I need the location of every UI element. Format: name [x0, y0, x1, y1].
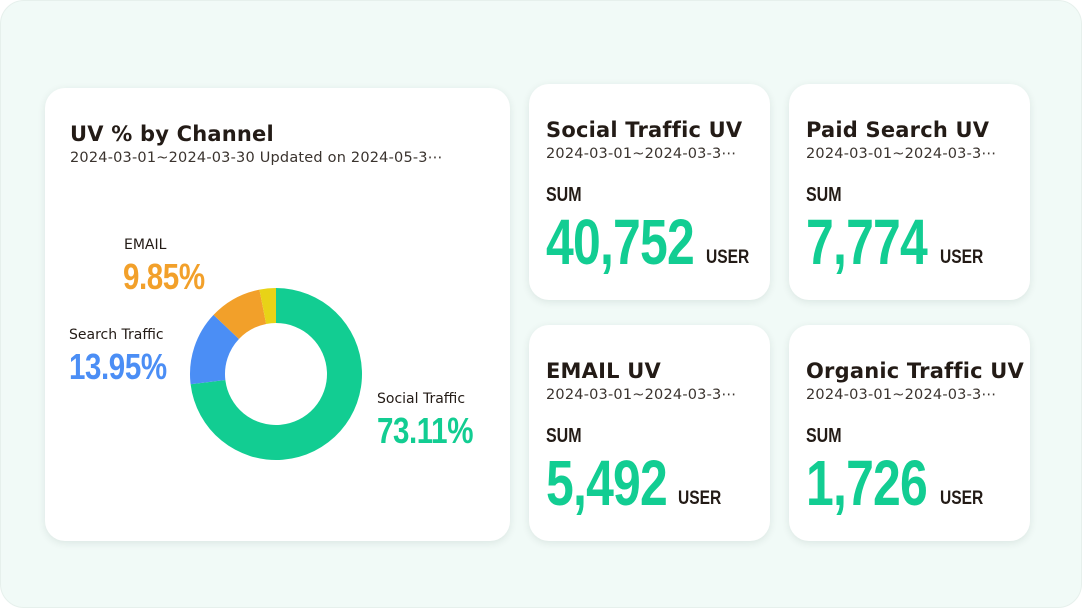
slice-label-social-traffic: 73.11% [377, 410, 474, 451]
kpi-subtitle: 2024-03-01~2024-03-3⋯ [806, 146, 997, 162]
card-subtitle: 2024-03-01~2024-03-30 Updated on 2024-05… [70, 150, 443, 166]
legend-name-email: EMAIL [124, 237, 167, 253]
donut-slice-email[interactable] [213, 289, 267, 339]
kpi-agg-label: SUM [806, 184, 842, 206]
card-title: UV % by Channel [70, 122, 274, 146]
kpi-title: Organic Traffic UV [806, 359, 1024, 383]
kpi-card-paid-search: Paid Search UV 2024-03-01~2024-03-3⋯ SUM… [789, 84, 1030, 300]
donut-slice-organic-traffic[interactable] [259, 288, 276, 324]
kpi-agg-label: SUM [546, 184, 582, 206]
kpi-unit: USER [706, 247, 750, 268]
kpi-title: Social Traffic UV [546, 118, 743, 142]
kpi-agg-label: SUM [546, 425, 582, 447]
kpi-card-social-traffic: Social Traffic UV 2024-03-01~2024-03-3⋯ … [529, 84, 770, 300]
kpi-unit: USER [940, 247, 984, 268]
kpi-title: EMAIL UV [546, 359, 661, 383]
kpi-unit: USER [678, 488, 722, 509]
kpi-subtitle: 2024-03-01~2024-03-3⋯ [806, 387, 997, 403]
donut-chart [190, 288, 362, 460]
slice-label-email: 9.85% [123, 256, 205, 297]
kpi-card-email: EMAIL UV 2024-03-01~2024-03-3⋯ SUM 5,492… [529, 325, 770, 541]
kpi-agg-label: SUM [806, 425, 842, 447]
uv-by-channel-card: UV % by Channel 2024-03-01~2024-03-30 Up… [45, 88, 510, 541]
kpi-subtitle: 2024-03-01~2024-03-3⋯ [546, 387, 737, 403]
kpi-value: 1,726 [806, 447, 928, 519]
kpi-card-organic-traffic: Organic Traffic UV 2024-03-01~2024-03-3⋯… [789, 325, 1030, 541]
donut-slice-social-traffic[interactable] [190, 288, 362, 460]
legend-name-search-traffic: Search Traffic [69, 327, 164, 343]
kpi-unit: USER [940, 488, 984, 509]
kpi-value: 7,774 [806, 206, 928, 278]
kpi-subtitle: 2024-03-01~2024-03-3⋯ [546, 146, 737, 162]
slice-label-search-traffic: 13.95% [69, 346, 167, 387]
donut-slice-search-traffic[interactable] [190, 314, 239, 385]
kpi-title: Paid Search UV [806, 118, 990, 142]
kpi-value: 40,752 [546, 206, 695, 278]
kpi-value: 5,492 [546, 447, 668, 519]
legend-name-social-traffic: Social Traffic [377, 391, 466, 407]
